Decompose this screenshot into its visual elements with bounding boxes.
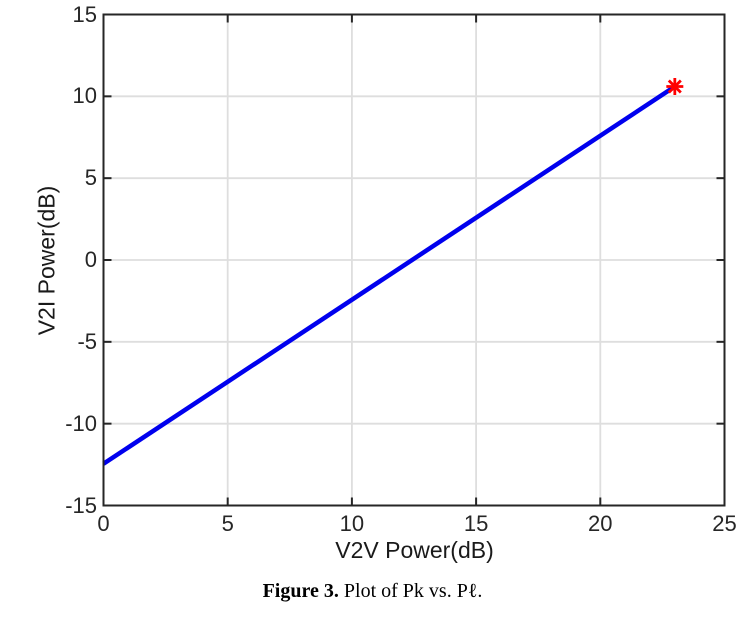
y-tick-label: -10 xyxy=(65,410,97,436)
x-tick-label: 20 xyxy=(588,511,613,536)
y-tick-label: 5 xyxy=(84,165,97,191)
figure-caption: Figure 3. Plot of Pk vs. Pℓ. xyxy=(0,580,745,603)
y-tick-label: 15 xyxy=(72,1,97,27)
x-tick-label: 25 xyxy=(712,511,737,536)
x-tick-label: 15 xyxy=(463,511,489,536)
y-tick-label: -15 xyxy=(65,492,97,518)
x-tick-label: 10 xyxy=(339,511,365,536)
x-tick-label: 5 xyxy=(221,511,234,536)
y-tick-label: 0 xyxy=(84,247,97,272)
y-tick-label: -5 xyxy=(77,328,97,354)
data-line xyxy=(102,84,677,466)
endpoint-marker-asterisk xyxy=(666,78,684,96)
x-tick-label: 0 xyxy=(97,511,110,536)
figure-caption-text: Plot of Pk vs. Pℓ. xyxy=(338,580,483,602)
y-tick-label: 10 xyxy=(72,83,97,109)
marker-spoke xyxy=(667,79,682,94)
figure-caption-number: Figure 3. xyxy=(262,580,339,602)
x-axis-label: V2V Power(dB) xyxy=(335,537,494,563)
